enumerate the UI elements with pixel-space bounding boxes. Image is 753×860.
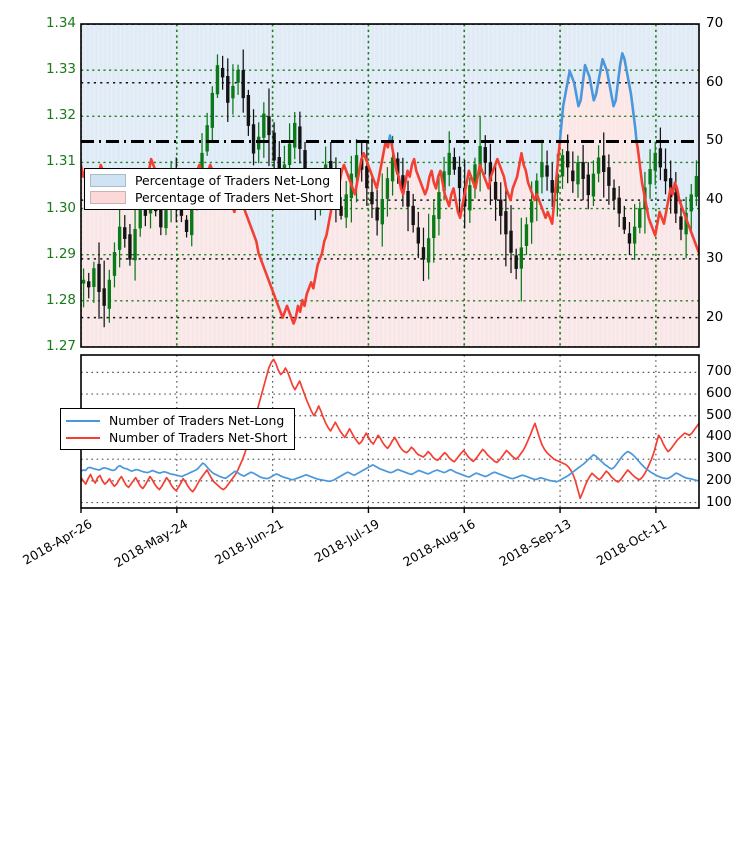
traders-count-tick-label: 600 [706, 385, 732, 402]
percentage-tick-label: 40 [706, 191, 724, 208]
legend-label-net-short-pct: Percentage of Traders Net-Short [135, 190, 334, 205]
percentage-tick-label: 20 [706, 308, 724, 325]
legend-top-panel: Percentage of Traders Net-Long Percentag… [84, 168, 342, 210]
line-number-net-short [81, 358, 699, 500]
percentage-tick-label: 60 [706, 73, 724, 90]
legend-bottom-panel: Number of Traders Net-Long Number of Tra… [60, 408, 296, 450]
legend-label-net-long-pct: Percentage of Traders Net-Long [135, 173, 331, 188]
percentage-tick-label: 70 [706, 15, 724, 31]
price-tick-label: 1.29 [45, 245, 76, 262]
price-tick-label: 1.33 [45, 61, 76, 78]
traders-count-tick-label: 300 [706, 450, 732, 467]
percentage-tick-label: 50 [706, 132, 724, 149]
price-tick-label: 1.28 [45, 291, 76, 308]
legend-item-net-long-count: Number of Traders Net-Long [66, 412, 287, 429]
price-tick-label: 1.34 [45, 15, 76, 31]
percentage-tick-label: 30 [706, 249, 724, 266]
legend-swatch-net-long-count [66, 419, 100, 422]
traders-count-tick-label: 400 [706, 428, 732, 445]
traders-count-tick-label: 200 [706, 471, 732, 488]
traders-count-tick-label: 100 [706, 493, 732, 510]
price-tick-label: 1.27 [45, 338, 76, 354]
legend-label-net-short-count: Number of Traders Net-Short [109, 430, 288, 445]
legend-item-net-long-pct: Percentage of Traders Net-Long [90, 172, 333, 189]
legend-swatch-net-long-pct [90, 174, 126, 187]
price-tick-label: 1.30 [45, 199, 76, 216]
top-panel-frame [80, 23, 700, 348]
bottom-panel-plot [81, 355, 699, 508]
price-tick-label: 1.32 [45, 107, 76, 124]
price-tick-label: 1.31 [45, 153, 76, 170]
chart-root: USDCAD Client Positioning 1.341.331.321.… [20, 1, 732, 571]
line-number-net-long [81, 450, 699, 483]
traders-count-tick-label: 500 [706, 406, 732, 423]
legend-swatch-net-short-pct [90, 191, 126, 204]
legend-item-net-short-count: Number of Traders Net-Short [66, 429, 287, 446]
legend-swatch-net-short-count [66, 436, 100, 439]
legend-label-net-long-count: Number of Traders Net-Long [109, 413, 285, 428]
chart-canvas [80, 23, 700, 513]
legend-item-net-short-pct: Percentage of Traders Net-Short [90, 189, 333, 206]
traders-count-tick-label: 700 [706, 363, 732, 380]
